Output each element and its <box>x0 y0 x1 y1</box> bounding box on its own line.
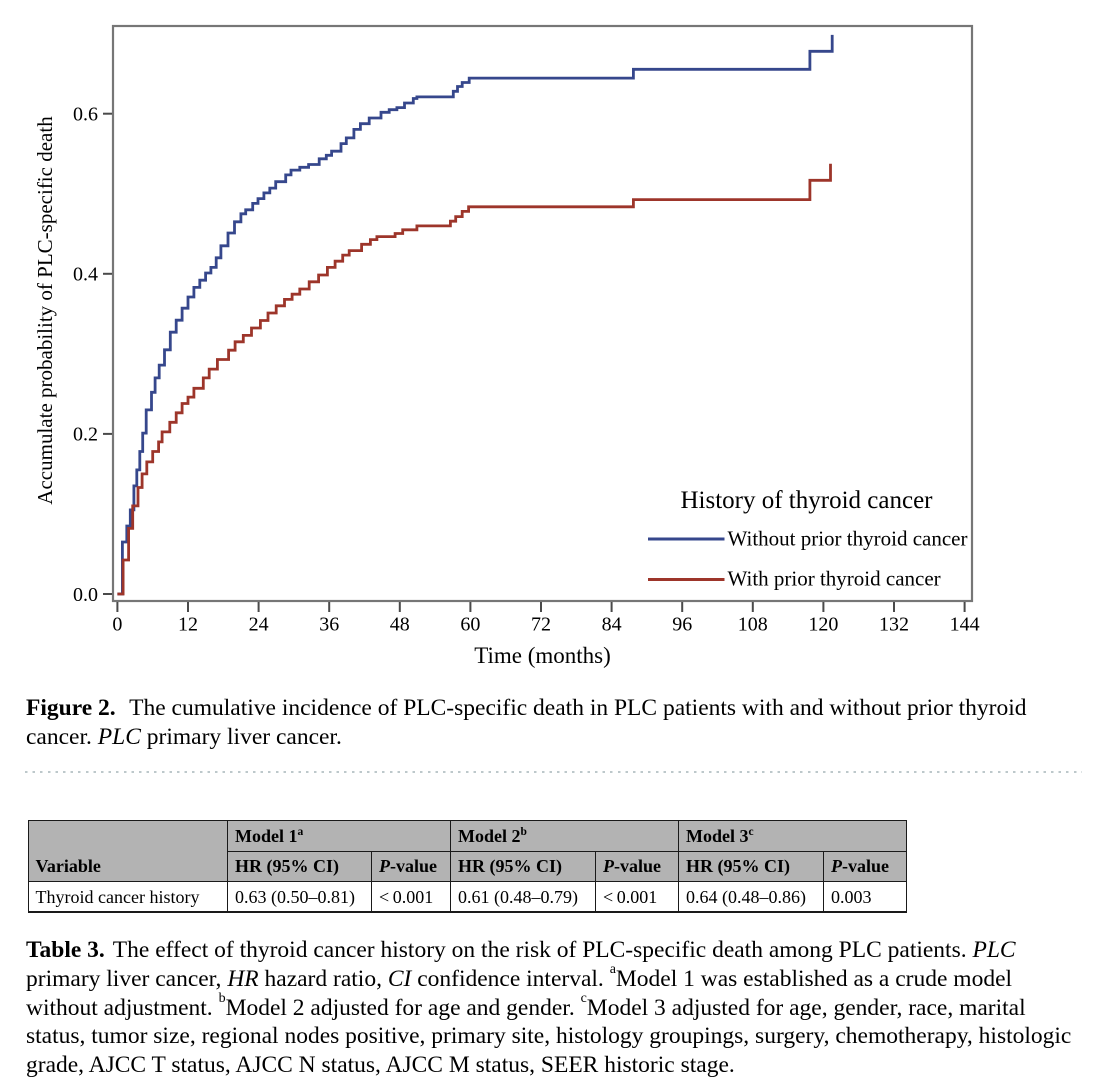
svg-text:Time (months): Time (months) <box>474 643 611 668</box>
svg-text:84: 84 <box>602 614 622 636</box>
svg-text:0.4: 0.4 <box>73 264 98 286</box>
svg-text:0: 0 <box>112 614 122 636</box>
svg-text:0.0: 0.0 <box>73 584 98 606</box>
svg-text:144: 144 <box>950 614 980 636</box>
svg-text:132: 132 <box>879 614 909 636</box>
svg-text:24: 24 <box>249 614 269 636</box>
svg-text:96: 96 <box>672 614 692 636</box>
svg-text:12: 12 <box>178 614 198 636</box>
svg-text:36: 36 <box>319 614 339 636</box>
svg-text:Accumulate probability of PLC-: Accumulate probability of PLC-specific d… <box>33 116 57 505</box>
svg-text:With prior thyroid cancer: With prior thyroid cancer <box>728 567 941 591</box>
svg-text:0.2: 0.2 <box>73 424 98 446</box>
svg-text:48: 48 <box>390 614 410 636</box>
svg-text:120: 120 <box>808 614 838 636</box>
svg-text:108: 108 <box>738 614 768 636</box>
svg-text:72: 72 <box>531 614 551 636</box>
svg-text:60: 60 <box>460 614 480 636</box>
svg-text:0.6: 0.6 <box>73 104 98 126</box>
svg-text:Without prior thyroid cancer: Without prior thyroid cancer <box>728 527 968 551</box>
svg-text:History of thyroid cancer: History of thyroid cancer <box>680 487 933 514</box>
